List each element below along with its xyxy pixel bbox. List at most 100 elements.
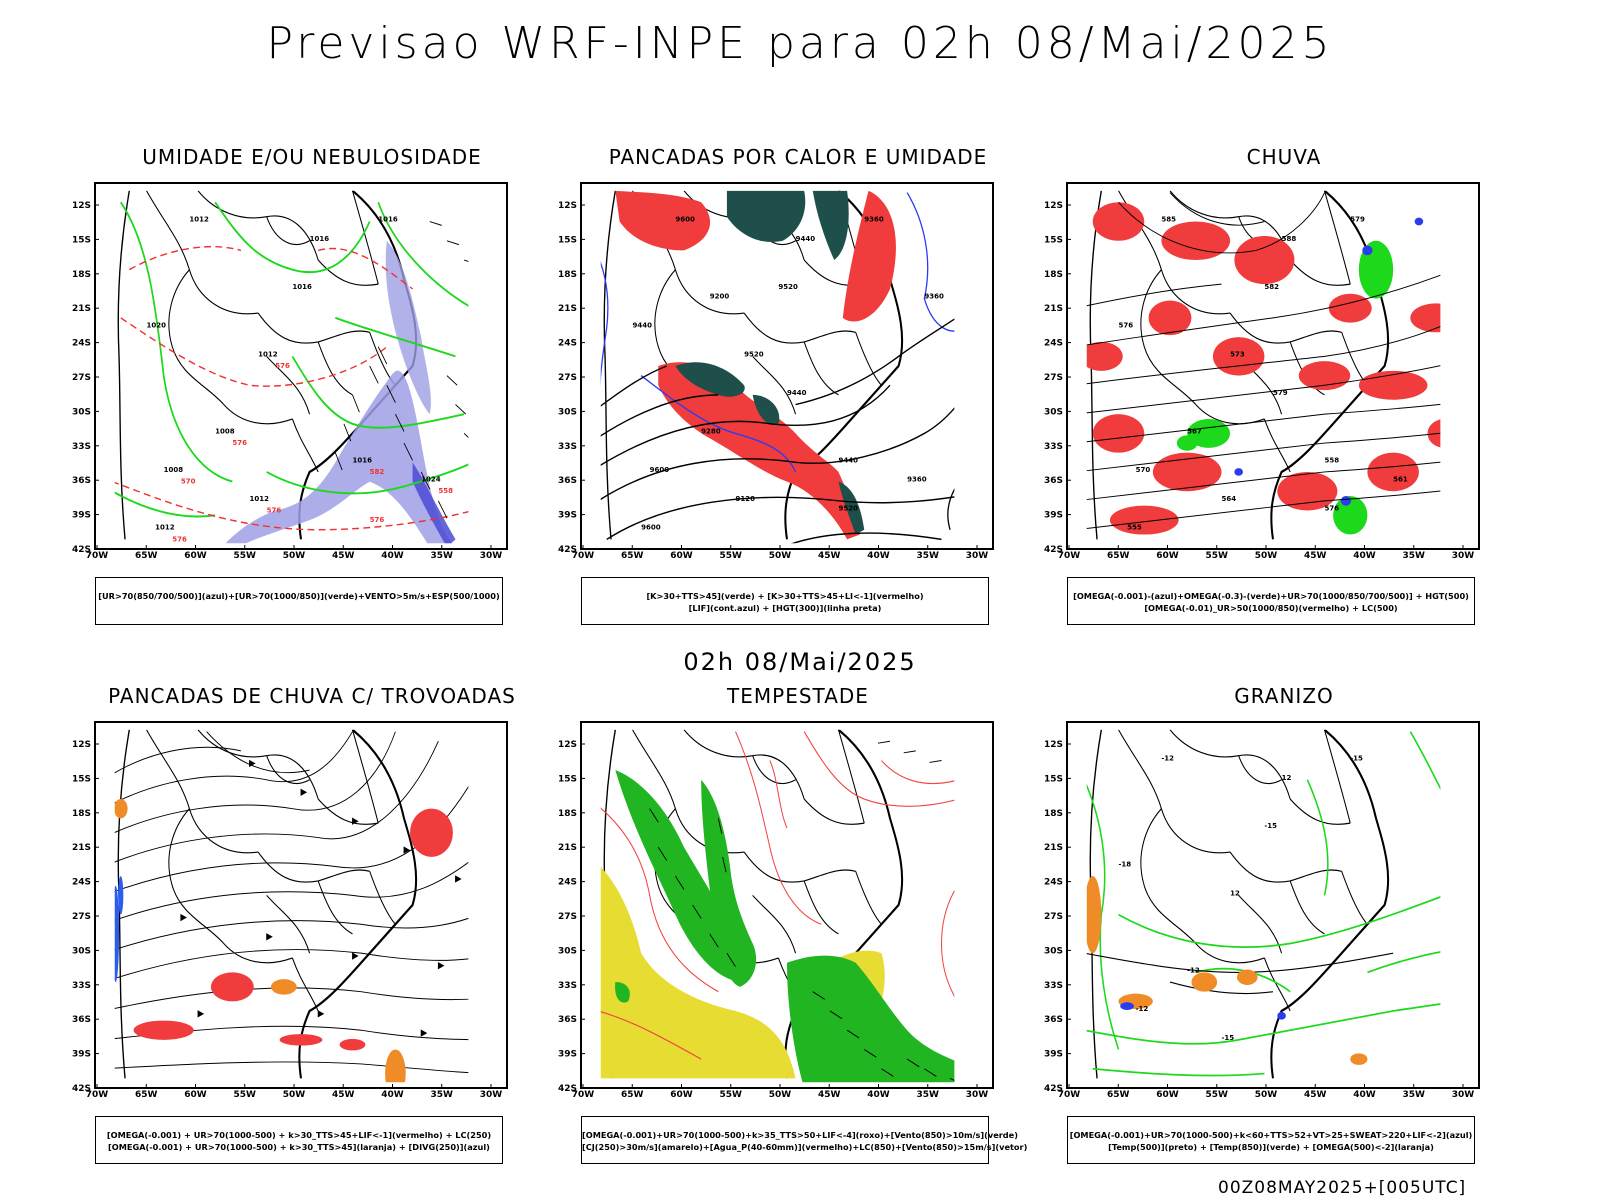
caption-line: [OMEGA(-0.001) + UR>70(1000-500) + k>30_… [108, 1142, 490, 1152]
state-border [1229, 312, 1342, 344]
lat-tick-label: 18S [558, 809, 577, 819]
lat-tick-label: 12S [72, 201, 91, 211]
state-border [752, 755, 796, 784]
lat-tick-label: 18S [72, 809, 91, 819]
lat-tick-label: 27S [72, 373, 91, 383]
lat-tick-label: 21S [1044, 304, 1063, 314]
state-border [752, 355, 797, 415]
thickness-label: 570 [181, 478, 196, 486]
lat-tick-label: 15S [1044, 235, 1063, 245]
state-border [803, 341, 839, 396]
state-border [1229, 851, 1342, 883]
lon-tick-label: 30W [1452, 1090, 1475, 1100]
state-border [197, 729, 319, 800]
state-border [743, 312, 856, 344]
panel-title: PANCADAS DE CHUVA C/ TROVOADAS [108, 684, 516, 708]
lon-tick-label: 50W [769, 551, 792, 561]
panel-granizo: GRANIZO [1044, 684, 1524, 1164]
lat-tick-label: 39S [1044, 511, 1063, 521]
state-border [1169, 190, 1291, 261]
caption-line: [OMEGA(-0.001)+UR>70(1000-500)+k>35_TTS>… [582, 1130, 1018, 1140]
lat-tick-label: 33S [72, 442, 91, 452]
contour-label: 9600 [675, 216, 695, 224]
lon-tick-label: 65W [135, 551, 158, 561]
state-border [168, 269, 225, 405]
lat-tick-label: 42S [558, 545, 577, 555]
state-border [317, 798, 379, 825]
lon-tick-label: 45W [818, 1090, 841, 1100]
panel-title: CHUVA [1246, 145, 1322, 169]
caption-chuva: [OMEGA(-0.001)-(azul)+OMEGA(-0.3)-(verde… [1067, 577, 1475, 625]
caption-line: [OMEGA(-0.001) + UR>70(1000-500) + k>30_… [106, 1130, 492, 1140]
contour-label: 579 [1273, 389, 1288, 397]
contour-label: -12 [1187, 966, 1200, 974]
lat-tick-label: 27S [1044, 373, 1063, 383]
lat-tick-label: 30S [1044, 946, 1063, 956]
lon-tick-label: 35W [1403, 551, 1426, 561]
lat-tick-label: 18S [1044, 270, 1063, 280]
lon-tick-label: 55W [1206, 1090, 1229, 1100]
map-frame [1066, 182, 1480, 550]
lon-tick-label: 35W [917, 551, 940, 561]
lon-tick-label: 60W [1156, 1090, 1179, 1100]
lat-tick-label: 24S [1044, 339, 1063, 349]
contour-label: 564 [1222, 495, 1237, 503]
lon-tick-label: 40W [381, 1090, 404, 1100]
lat-tick-label: 21S [558, 843, 577, 853]
state-border [352, 190, 379, 285]
lat-tick-label: 33S [558, 981, 577, 991]
lat-tick-label: 24S [558, 339, 577, 349]
state-border [1324, 729, 1351, 824]
lon-tick-label: 50W [769, 1090, 792, 1100]
state-border [317, 341, 353, 396]
lon-tick-label: 65W [621, 551, 644, 561]
lat-tick-label: 27S [558, 373, 577, 383]
contour-label: 1016 [292, 283, 312, 291]
lon-tick-label: 60W [184, 1090, 207, 1100]
lon-tick-label: 30W [966, 1090, 989, 1100]
state-border [266, 355, 311, 415]
lon-tick-label: 55W [720, 551, 743, 561]
contour-label: 558 [1325, 456, 1340, 464]
lat-tick-label: 33S [1044, 981, 1063, 991]
lat-tick-label: 12S [72, 740, 91, 750]
panel-pancadas-trovoadas: PANCADAS DE CHUVA C/ TROVOADAS [72, 684, 552, 1164]
lon-tick-label: 35W [1403, 1090, 1426, 1100]
map-frame [94, 721, 508, 1089]
coastline [1270, 729, 1390, 1079]
caption-pancadas-trovoadas: [OMEGA(-0.001) + UR>70(1000-500) + k>30_… [95, 1116, 503, 1164]
lat-tick-label: 12S [558, 740, 577, 750]
state-border [1289, 259, 1351, 286]
lat-tick-label: 15S [558, 235, 577, 245]
run-timestamp: 00Z08MAY2025+[005UTC] [1218, 1178, 1467, 1198]
state-border [223, 943, 293, 964]
lat-tick-label: 42S [1044, 1084, 1063, 1094]
lon-tick-label: 30W [480, 551, 503, 561]
contour-label: 1008 [164, 466, 184, 474]
panel-title: GRANIZO [1234, 684, 1334, 708]
contour-label: -15 [1264, 822, 1277, 830]
state-border [291, 418, 319, 473]
contour-label: 9520 [744, 350, 764, 358]
state-border [1118, 729, 1231, 854]
contour-label: 567 [1187, 427, 1202, 435]
lat-tick-label: 42S [558, 1084, 577, 1094]
lon-tick-label: 40W [1353, 551, 1376, 561]
contour-label: 9440 [633, 321, 653, 329]
lat-tick-label: 27S [72, 912, 91, 922]
lat-tick-label: 42S [1044, 545, 1063, 555]
caption-line: [LIF](cont.azul) + [HGT(300)](linha pret… [688, 603, 882, 613]
state-border [352, 729, 379, 824]
lat-tick-label: 36S [72, 476, 91, 486]
map-chuva: 585 588 582 579 576 573 570 567 564 561 558 555 576 5… [1044, 182, 1480, 561]
lat-tick-label: 39S [72, 511, 91, 521]
map-pancadas-calor: 9600 9440 9520 9360 9440 9520 9600 9280 9120 9360… [558, 182, 994, 561]
state-border [369, 871, 396, 925]
lon-tick-label: 55W [234, 1090, 257, 1100]
lat-tick-label: 18S [1044, 809, 1063, 819]
lon-tick-label: 50W [1255, 551, 1278, 561]
panel-title: UMIDADE E/OU NEBULOSIDADE [142, 145, 482, 169]
contour-label: 9440 [796, 235, 816, 243]
contour-label: 573 [1230, 350, 1245, 358]
lon-tick-label: 55W [1206, 551, 1229, 561]
